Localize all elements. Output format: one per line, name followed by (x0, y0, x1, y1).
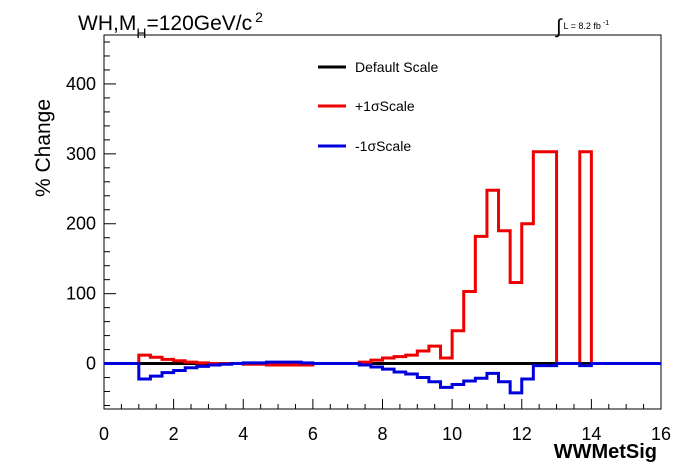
legend-label: Default Scale (355, 59, 438, 75)
y-axis-title: % Change (32, 99, 55, 197)
lumi-label: ∫ L = 8.2 fb -1 (555, 16, 609, 38)
plot-frame (103, 34, 662, 410)
y-axis: 0 100 200 300 400 (66, 41, 116, 407)
legend-label: -1σScale (355, 138, 411, 154)
lumi-exp: -1 (603, 20, 609, 27)
y-tick-label: 400 (66, 74, 96, 94)
title-sub: H (136, 25, 146, 41)
y-tick-label: 200 (66, 214, 96, 234)
series-line-1 (104, 150, 661, 367)
x-axis-title: WWMetSig (554, 441, 657, 463)
series-lines (104, 150, 661, 395)
x-tick-label: 12 (512, 424, 532, 444)
x-axis: 0 2 4 6 8 10 12 14 16 (99, 399, 671, 444)
series-line-2 (104, 360, 661, 395)
x-tick-label: 6 (308, 424, 318, 444)
legend-label: +1σScale (355, 98, 415, 114)
x-tick-label: 4 (238, 424, 248, 444)
x-tick-label: 10 (442, 424, 462, 444)
y-tick-label: 100 (66, 284, 96, 304)
x-tick-label: 0 (99, 424, 109, 444)
x-tick-label: 2 (169, 424, 179, 444)
y-tick-label: 300 (66, 144, 96, 164)
x-tick-label: 16 (651, 424, 671, 444)
y-tick-label: 0 (86, 354, 96, 374)
title-sup: 2 (255, 9, 263, 25)
x-tick-label: 8 (377, 424, 387, 444)
title-main: WH,M (78, 12, 136, 35)
x-tick-label: 14 (581, 424, 601, 444)
legend: Default Scale +1σScale -1σScale (318, 59, 438, 154)
lumi-integral: ∫ (555, 16, 563, 38)
chart-title: WH,MH=120GeV/c 2 (78, 9, 263, 41)
lumi-text: L = 8.2 fb (563, 21, 600, 31)
title-rest: =120GeV/c (146, 12, 252, 35)
